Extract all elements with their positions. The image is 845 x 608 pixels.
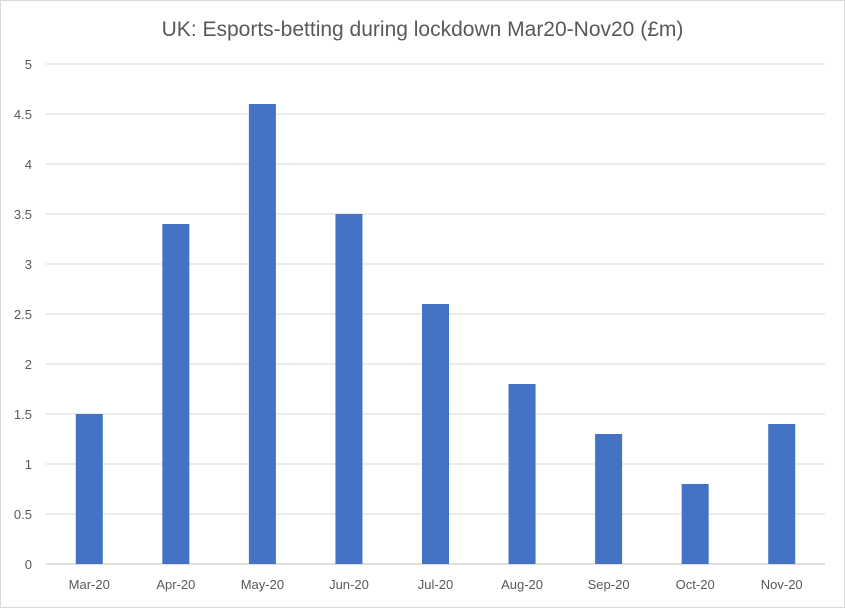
x-tick-label: Oct-20	[676, 577, 715, 592]
y-tick-label: 3	[25, 257, 32, 272]
y-tick-label: 4.5	[14, 107, 32, 122]
x-tick-label: Sep-20	[588, 577, 630, 592]
chart-title: UK: Esports-betting during lockdown Mar2…	[161, 18, 684, 41]
y-tick-label: 0.5	[14, 507, 32, 522]
x-tick-label: Nov-20	[761, 577, 803, 592]
y-tick-label: 3.5	[14, 207, 32, 222]
bar-jul-20	[422, 304, 449, 564]
bar-nov-20	[768, 424, 796, 564]
x-tick-label: Aug-20	[501, 577, 543, 592]
bar-oct-20	[681, 484, 709, 564]
y-tick-label: 4	[25, 157, 32, 172]
y-tick-label: 5	[25, 57, 32, 72]
y-tick-label: 0	[25, 557, 32, 572]
y-tick-label: 1	[25, 457, 32, 472]
x-tick-label: Jul-20	[418, 577, 453, 592]
x-tick-label: Mar-20	[69, 577, 110, 592]
x-tick-label: Jun-20	[329, 577, 369, 592]
bar-mar-20	[75, 414, 103, 564]
bar-apr-20	[162, 224, 190, 564]
x-tick-label: May-20	[241, 577, 284, 592]
y-tick-label: 1.5	[14, 407, 32, 422]
y-tick-label: 2	[25, 357, 32, 372]
bar-aug-20	[508, 384, 536, 564]
bar-may-20	[248, 104, 276, 564]
x-tick-label: Apr-20	[156, 577, 195, 592]
bar-jun-20	[335, 214, 363, 564]
y-tick-label: 2.5	[14, 307, 32, 322]
bar-sep-20	[595, 434, 623, 564]
